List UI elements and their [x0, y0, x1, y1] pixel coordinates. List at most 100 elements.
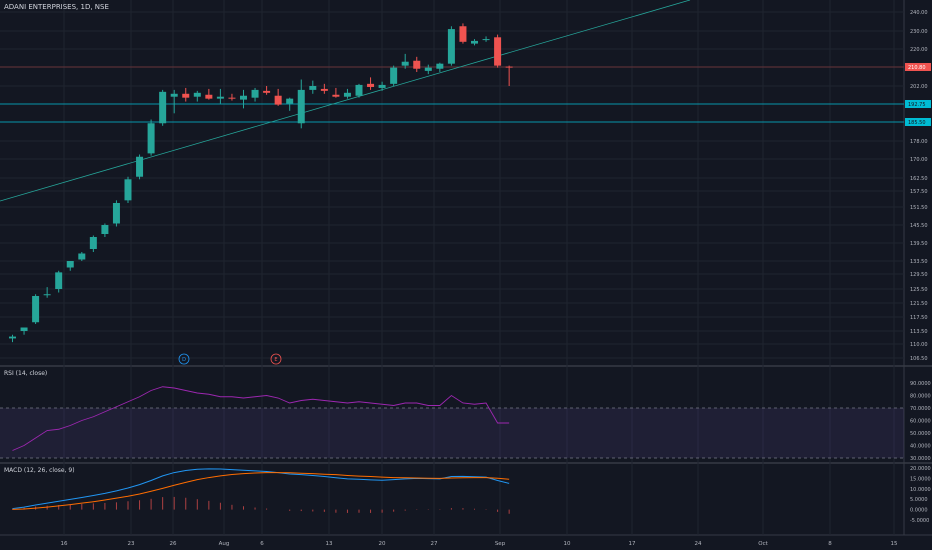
- price-label-tag: [905, 100, 931, 108]
- rsi-tick-label: 90.0000: [910, 381, 931, 387]
- candle-body: [193, 92, 201, 97]
- candle-body: [9, 336, 16, 339]
- event-marker-label: D: [182, 357, 186, 363]
- candle-body: [136, 156, 144, 177]
- y-tick-label: 113.50: [910, 329, 928, 335]
- y-tick-label: 129.50: [910, 272, 928, 278]
- candle-body: [263, 90, 271, 93]
- price-label-tag: [905, 118, 931, 126]
- price-label: 185.50: [908, 120, 926, 126]
- candle: [251, 87, 259, 102]
- candle: [147, 119, 155, 156]
- candle: [78, 252, 86, 261]
- candle-body: [436, 63, 444, 69]
- y-tick-label: 139.50: [910, 241, 928, 247]
- y-tick-label: 157.50: [910, 189, 928, 195]
- candle-body: [147, 123, 155, 154]
- candle-body: [66, 261, 74, 268]
- y-tick-label: 125.50: [910, 287, 928, 293]
- y-tick-label: 220.00: [910, 47, 928, 53]
- y-tick-label: 121.50: [910, 301, 928, 307]
- candle: [274, 88, 282, 106]
- candle-body: [101, 225, 109, 234]
- candle-body: [401, 61, 409, 66]
- x-tick-label: 20: [379, 541, 386, 547]
- candle: [136, 154, 144, 180]
- y-tick-label: 230.00: [910, 29, 928, 35]
- candle: [286, 97, 294, 111]
- candle-body: [112, 203, 120, 224]
- candle-body: [240, 95, 247, 100]
- candle-body: [78, 253, 86, 260]
- y-tick-label: 202.00: [910, 84, 928, 90]
- candle: [320, 83, 328, 94]
- y-tick-label: 110.00: [910, 342, 928, 348]
- macd-tick-label: 15.0000: [910, 476, 931, 482]
- x-tick-label: 10: [564, 541, 571, 547]
- candle: [297, 79, 305, 129]
- candle-body: [471, 40, 478, 44]
- macd-tick-label: 20.0000: [910, 466, 931, 472]
- chart-title: ADANI ENTERPRISES, 1D, NSE: [4, 3, 109, 11]
- candle: [66, 261, 74, 271]
- candle-body: [170, 93, 178, 97]
- x-tick-label: Oct: [758, 541, 768, 547]
- candle: [205, 88, 213, 100]
- price-label-tag: [905, 63, 931, 71]
- candle: [505, 65, 513, 86]
- candle: [447, 26, 455, 66]
- rsi-line: [12, 386, 510, 451]
- x-tick-label: 6: [260, 541, 264, 547]
- candle-body: [367, 83, 375, 87]
- candle-body: [228, 97, 236, 99]
- candle: [89, 235, 97, 252]
- x-tick-label: 26: [170, 541, 177, 547]
- macd-tick-label: 5.0000: [910, 497, 928, 503]
- event-marker-d: D: [178, 353, 190, 365]
- candle-body: [355, 84, 363, 96]
- y-tick-label: 178.00: [910, 139, 928, 145]
- candle: [101, 223, 109, 237]
- candle-body: [251, 89, 259, 98]
- candle: [32, 294, 40, 324]
- rsi-tick-label: 80.0000: [910, 394, 931, 400]
- y-tick-label: 117.50: [910, 315, 928, 321]
- rsi-tick-label: 60.0000: [910, 419, 931, 425]
- candle-body: [309, 86, 317, 90]
- trend-line: [0, 0, 691, 202]
- rsi-tick-label: 70.0000: [910, 406, 931, 412]
- candle-body: [390, 67, 398, 84]
- x-tick-label: 24: [695, 541, 702, 547]
- candle-body: [505, 66, 513, 68]
- candle: [494, 34, 502, 68]
- x-tick-label: 17: [629, 541, 636, 547]
- candle: [159, 89, 167, 126]
- macd-title: MACD (12, 26, close, 9): [4, 467, 75, 474]
- candle: [343, 88, 351, 99]
- candle-body: [124, 179, 132, 201]
- candle-body: [205, 94, 213, 99]
- candle: [124, 176, 132, 203]
- macd-tick-label: -5.0000: [910, 518, 929, 524]
- candle-body: [32, 296, 40, 323]
- candle-body: [182, 93, 190, 98]
- x-tick-label: Sep: [495, 541, 506, 547]
- candle: [413, 56, 421, 72]
- macd-tick-label: 10.0000: [910, 487, 931, 493]
- candle-body: [43, 294, 51, 296]
- candle: [228, 93, 236, 101]
- x-tick-label: 8: [828, 541, 832, 547]
- x-tick-label: Aug: [219, 541, 230, 547]
- candle-body: [89, 237, 97, 249]
- rsi-tick-label: 30.0000: [910, 456, 931, 462]
- y-tick-label: 133.50: [910, 259, 928, 265]
- y-tick-label: 170.00: [910, 157, 928, 163]
- x-tick-label: 16: [61, 541, 68, 547]
- rsi-tick-label: 50.0000: [910, 431, 931, 437]
- candle: [216, 88, 224, 104]
- candle: [309, 80, 317, 94]
- candle: [332, 87, 340, 98]
- candle: [112, 200, 120, 227]
- y-tick-label: 106.50: [910, 356, 928, 362]
